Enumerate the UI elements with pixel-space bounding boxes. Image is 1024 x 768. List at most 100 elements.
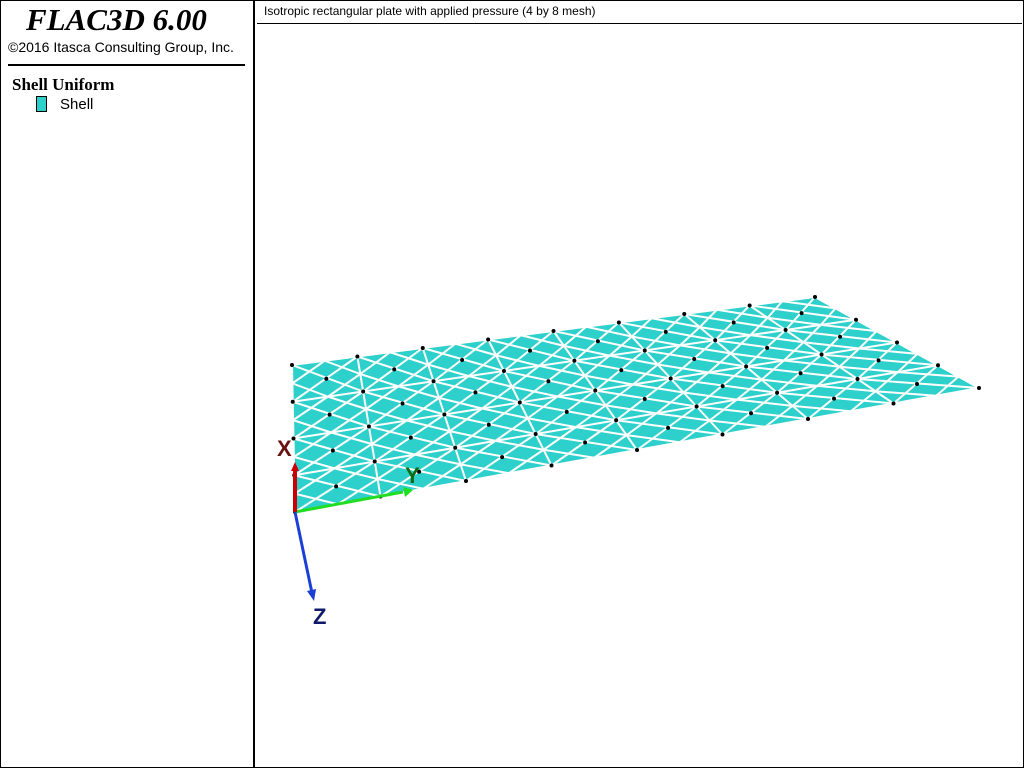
mesh-edge — [427, 363, 470, 378]
mesh-edge — [935, 375, 960, 397]
mesh-edge — [626, 434, 680, 444]
x-axis-label: X — [277, 436, 292, 461]
mesh-node — [855, 377, 860, 381]
mesh-node — [460, 357, 465, 362]
mesh-edge — [766, 300, 784, 319]
mesh-edge — [327, 373, 361, 398]
mesh-edge — [406, 419, 451, 433]
mesh-edge — [371, 419, 408, 445]
mesh-node — [854, 317, 858, 322]
mesh-edge — [527, 417, 577, 429]
mesh-edge — [422, 463, 462, 490]
mesh-edge — [625, 412, 657, 436]
mesh-node — [614, 418, 619, 423]
mesh-edge — [605, 383, 634, 407]
mesh-edge — [293, 455, 335, 470]
mesh-edge — [820, 323, 877, 333]
mesh-edge — [292, 395, 329, 421]
mesh-node — [744, 364, 749, 369]
mesh-node — [372, 459, 377, 464]
mesh-edge — [495, 439, 544, 451]
mesh-node — [642, 396, 647, 401]
mesh-node — [813, 295, 817, 299]
mesh-edge — [557, 395, 606, 407]
mesh-edge — [816, 365, 841, 387]
mesh-edge — [679, 419, 711, 444]
mesh-edge — [495, 354, 540, 367]
mesh-edge — [783, 341, 805, 362]
x-axis-arrowhead — [291, 462, 299, 471]
mesh-node — [533, 432, 538, 436]
mesh-node — [473, 390, 478, 395]
mesh-edge — [563, 325, 587, 347]
mesh-edge — [468, 354, 497, 377]
mesh-edge — [584, 374, 634, 386]
mesh-edge — [791, 385, 818, 407]
mesh-edge — [449, 407, 483, 432]
mesh-edge — [575, 404, 607, 428]
mesh-edge — [337, 478, 379, 506]
mesh-edge — [389, 351, 429, 366]
mesh-edge — [520, 334, 565, 347]
mesh-node — [895, 340, 899, 345]
mesh-edge — [398, 385, 440, 399]
mesh-edge — [449, 430, 496, 442]
mesh-edge — [291, 359, 326, 385]
mesh-node — [361, 389, 366, 394]
mesh-node — [327, 412, 332, 417]
legend-divider — [8, 64, 245, 66]
mesh-edge — [371, 443, 416, 456]
mesh-edge — [820, 307, 837, 326]
mesh-edge — [397, 363, 429, 388]
mesh-node — [291, 436, 296, 441]
mesh-edge — [782, 300, 836, 310]
mesh-node — [392, 367, 397, 372]
mesh-edge — [584, 354, 611, 377]
mesh-node — [551, 329, 556, 333]
mesh-edge — [508, 448, 545, 475]
mesh-node — [682, 312, 687, 316]
mesh-edge — [897, 371, 959, 378]
mesh-edge — [406, 397, 440, 422]
mesh-edge — [858, 330, 878, 350]
mesh-edge — [377, 478, 424, 490]
mesh-node — [500, 455, 505, 460]
mesh-edge — [656, 412, 710, 422]
mesh-node — [517, 400, 522, 405]
mesh-edge — [538, 364, 586, 377]
mesh-edge — [679, 326, 701, 347]
mesh-node — [464, 479, 468, 483]
mesh-edge — [377, 453, 416, 480]
mesh-edge — [538, 345, 565, 367]
mesh-node — [593, 388, 598, 393]
plot-viewport[interactable]: X Y Z — [257, 25, 1022, 767]
mesh-edge — [699, 309, 718, 328]
mesh-edge — [292, 382, 329, 398]
mesh-node — [832, 396, 837, 401]
mesh-node — [713, 338, 718, 343]
mesh-edge — [792, 404, 851, 413]
z-axis-arrow — [293, 511, 314, 594]
mesh-node — [564, 409, 569, 414]
mesh-edge — [839, 365, 898, 374]
mesh-edge — [330, 431, 373, 445]
mesh-edge — [556, 374, 586, 398]
mesh-edge — [324, 359, 361, 375]
mesh-node — [838, 334, 843, 339]
mesh-edge — [730, 352, 784, 362]
mesh-edge — [460, 463, 509, 475]
legend-label-shell: Shell — [60, 96, 94, 113]
model-view[interactable]: X Y Z — [257, 25, 1022, 767]
mesh-edge — [292, 419, 332, 434]
mesh-node — [765, 345, 770, 350]
mesh-node — [747, 303, 752, 308]
mesh-edge — [365, 408, 407, 422]
mesh-edge — [334, 467, 378, 480]
app-title: FLAC3D 6.00 — [26, 2, 207, 37]
mesh-node — [891, 401, 896, 406]
mesh-node — [290, 363, 294, 367]
y-axis-label: Y — [405, 463, 420, 488]
mesh-edge — [414, 430, 451, 456]
axis-triad: X Y Z — [277, 436, 420, 629]
mesh-edge — [683, 371, 710, 394]
